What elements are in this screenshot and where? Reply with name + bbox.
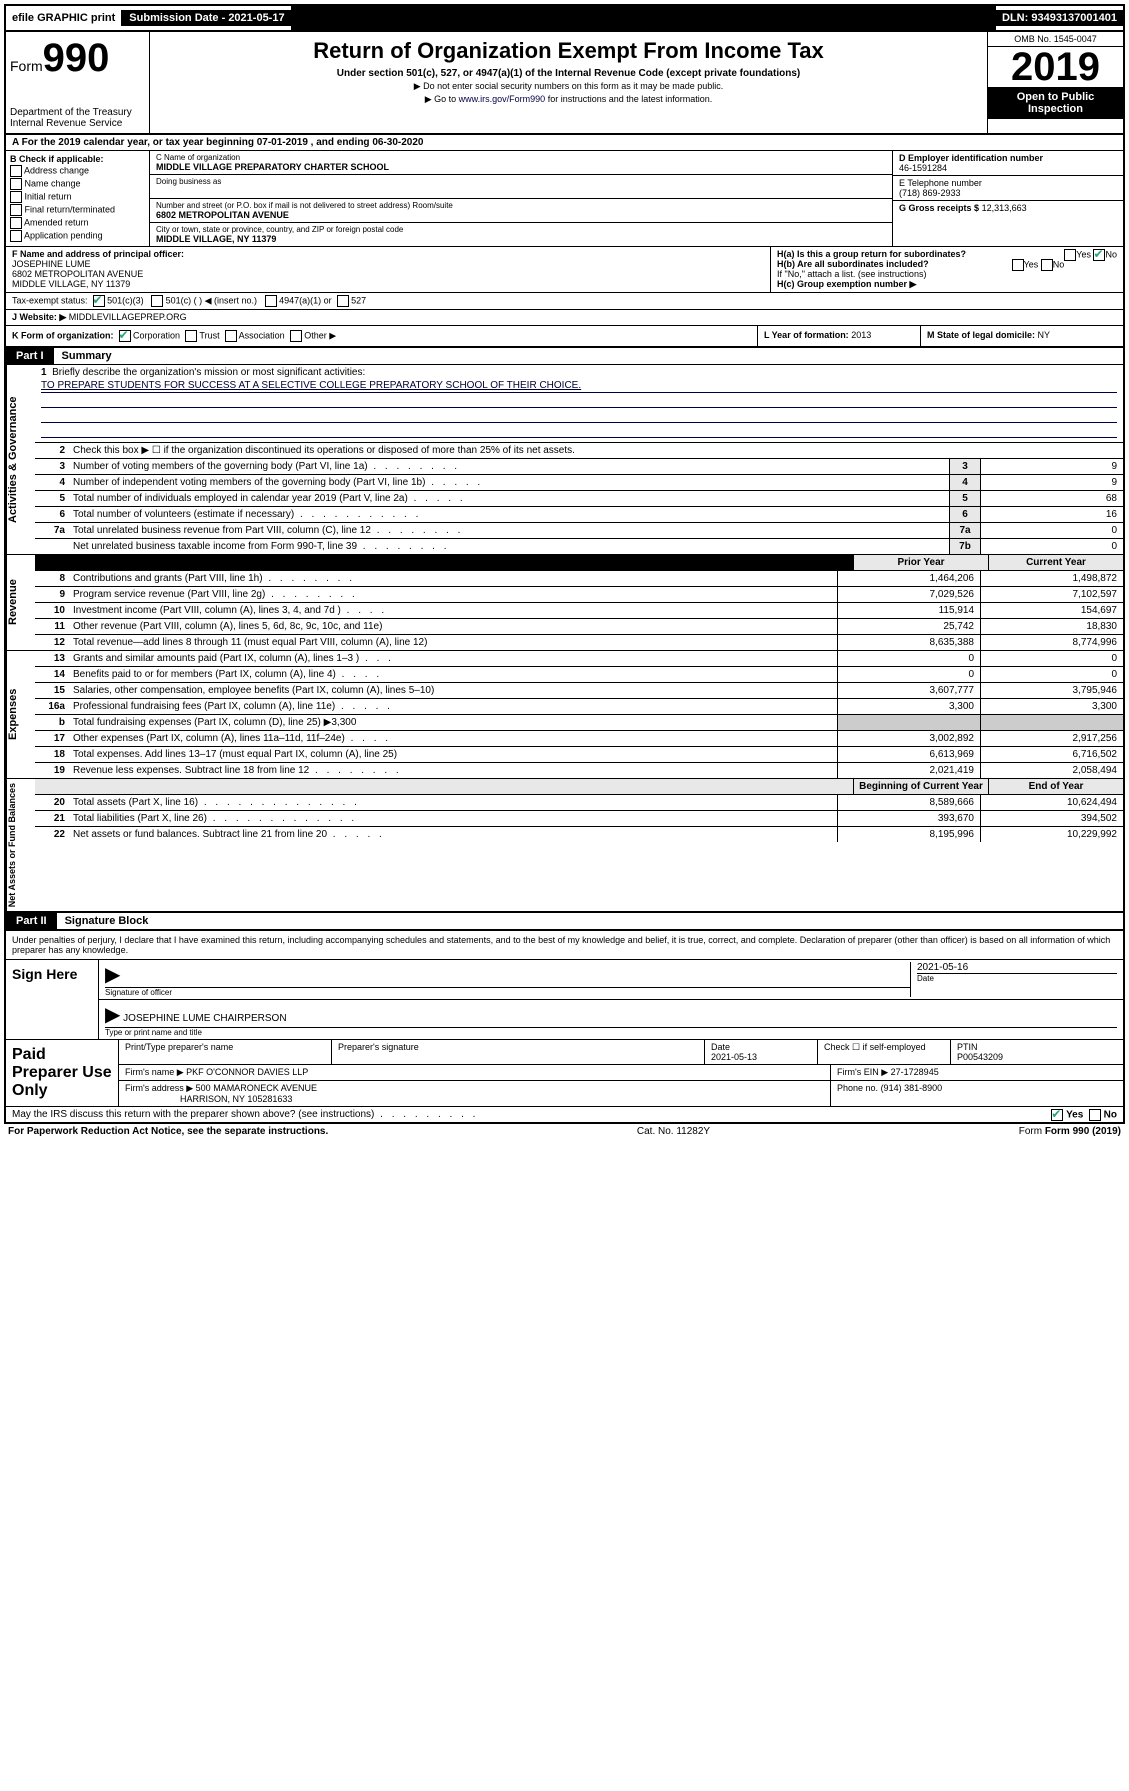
chk-hb-no[interactable] <box>1041 259 1053 271</box>
year-formed: 2013 <box>851 330 871 340</box>
chk-initial[interactable] <box>10 191 22 203</box>
irs-link[interactable]: www.irs.gov/Form990 <box>459 94 546 104</box>
tax-year: 2019 <box>988 47 1123 87</box>
discuss-row: May the IRS discuss this return with the… <box>6 1106 1123 1122</box>
firm-ein: 27-1728945 <box>891 1067 939 1077</box>
sig-date: 2021-05-16 <box>917 962 1117 973</box>
chk-pending[interactable] <box>10 230 22 242</box>
line6-val: 16 <box>980 507 1123 522</box>
form-number: 990 <box>43 36 110 80</box>
period-row: A For the 2019 calendar year, or tax yea… <box>4 135 1125 151</box>
line7a-val: 0 <box>980 523 1123 538</box>
dln: DLN: 93493137001401 <box>996 10 1123 26</box>
firm-name: PKF O'CONNOR DAVIES LLP <box>186 1067 308 1077</box>
officer-name: JOSEPHINE LUME <box>12 259 91 269</box>
chk-address[interactable] <box>10 165 22 177</box>
ptin: P00543209 <box>957 1052 1117 1062</box>
chk-assoc[interactable] <box>225 330 237 342</box>
submission-date: Submission Date - 2021-05-17 <box>123 10 290 26</box>
chk-other[interactable] <box>290 330 302 342</box>
ein: 46-1591284 <box>899 163 1117 173</box>
note-url: ▶ Go to www.irs.gov/Form990 for instruct… <box>154 94 983 105</box>
website[interactable]: MIDDLEVILLAGEPREP.ORG <box>69 312 187 322</box>
line7b-val: 0 <box>980 539 1123 554</box>
domicile: NY <box>1038 330 1051 340</box>
chk-501c[interactable] <box>151 295 163 307</box>
chk-amended[interactable] <box>10 217 22 229</box>
line4-val: 9 <box>980 475 1123 490</box>
row-fh: F Name and address of principal officer:… <box>4 247 1125 293</box>
chk-ha-yes[interactable] <box>1064 249 1076 261</box>
perjury-declaration: Under penalties of perjury, I declare th… <box>6 931 1123 960</box>
netassets-section: Net Assets or Fund Balances Beginning of… <box>4 779 1125 913</box>
mission-text: TO PREPARE STUDENTS FOR SUCCESS AT A SEL… <box>41 380 1117 393</box>
chk-hb-yes[interactable] <box>1012 259 1024 271</box>
part-i-header: Part I Summary <box>4 348 1125 365</box>
chk-527[interactable] <box>337 295 349 307</box>
note-ssn: ▶ Do not enter social security numbers o… <box>154 81 983 92</box>
topbar-spacer <box>291 6 996 30</box>
prep-date: 2021-05-13 <box>711 1052 811 1062</box>
row-i: Tax-exempt status: 501(c)(3) 501(c) ( ) … <box>4 293 1125 310</box>
form-word: Form <box>10 58 43 74</box>
col-d-ein: D Employer identification number 46-1591… <box>893 151 1123 246</box>
chk-discuss-no[interactable] <box>1089 1109 1101 1121</box>
org-city: MIDDLE VILLAGE, NY 11379 <box>156 234 886 244</box>
col-c-org: C Name of organization MIDDLE VILLAGE PR… <box>150 151 893 246</box>
expenses-section: Expenses 13Grants and similar amounts pa… <box>4 651 1125 779</box>
org-street: 6802 METROPOLITAN AVENUE <box>156 210 886 220</box>
revenue-section: Revenue Prior YearCurrent Year 8Contribu… <box>4 555 1125 651</box>
form-title: Return of Organization Exempt From Incom… <box>154 38 983 64</box>
telephone: (718) 869-2933 <box>899 188 1117 198</box>
line5-val: 68 <box>980 491 1123 506</box>
col-b-checks: B Check if applicable: Address change Na… <box>6 151 150 246</box>
chk-trust[interactable] <box>185 330 197 342</box>
open-public: Open to Public Inspection <box>988 87 1123 119</box>
form-header: Form990 Department of the Treasury Inter… <box>4 32 1125 135</box>
governance-section: Activities & Governance 1 Briefly descri… <box>4 365 1125 555</box>
dept-treasury: Department of the Treasury Internal Reve… <box>10 107 145 129</box>
row-j: J Website: ▶ MIDDLEVILLAGEPREP.ORG <box>4 310 1125 326</box>
firm-addr: 500 MAMARONECK AVENUE <box>196 1083 317 1093</box>
topbar: efile GRAPHIC print Submission Date - 20… <box>4 4 1125 32</box>
chk-ha-no[interactable] <box>1093 249 1105 261</box>
chk-discuss-yes[interactable] <box>1051 1109 1063 1121</box>
bcd-block: B Check if applicable: Address change Na… <box>4 151 1125 247</box>
footer: For Paperwork Reduction Act Notice, see … <box>4 1124 1125 1139</box>
officer-sig-name: JOSEPHINE LUME CHAIRPERSON <box>123 1013 286 1024</box>
signature-block: Under penalties of perjury, I declare th… <box>4 930 1125 1124</box>
form-subtitle: Under section 501(c), 527, or 4947(a)(1)… <box>154 68 983 79</box>
chk-namechange[interactable] <box>10 178 22 190</box>
org-name: MIDDLE VILLAGE PREPARATORY CHARTER SCHOO… <box>156 162 886 172</box>
chk-4947[interactable] <box>265 295 277 307</box>
line3-val: 9 <box>980 459 1123 474</box>
row-klm: K Form of organization: Corporation Trus… <box>4 326 1125 348</box>
chk-final[interactable] <box>10 204 22 216</box>
firm-phone: (914) 381-8900 <box>881 1083 943 1093</box>
part-ii-header: Part II Signature Block <box>4 913 1125 930</box>
chk-501c3[interactable] <box>93 295 105 307</box>
efile-label[interactable]: efile GRAPHIC print <box>6 10 123 26</box>
chk-corp[interactable] <box>119 330 131 342</box>
gross-receipts: 12,313,663 <box>982 203 1027 213</box>
